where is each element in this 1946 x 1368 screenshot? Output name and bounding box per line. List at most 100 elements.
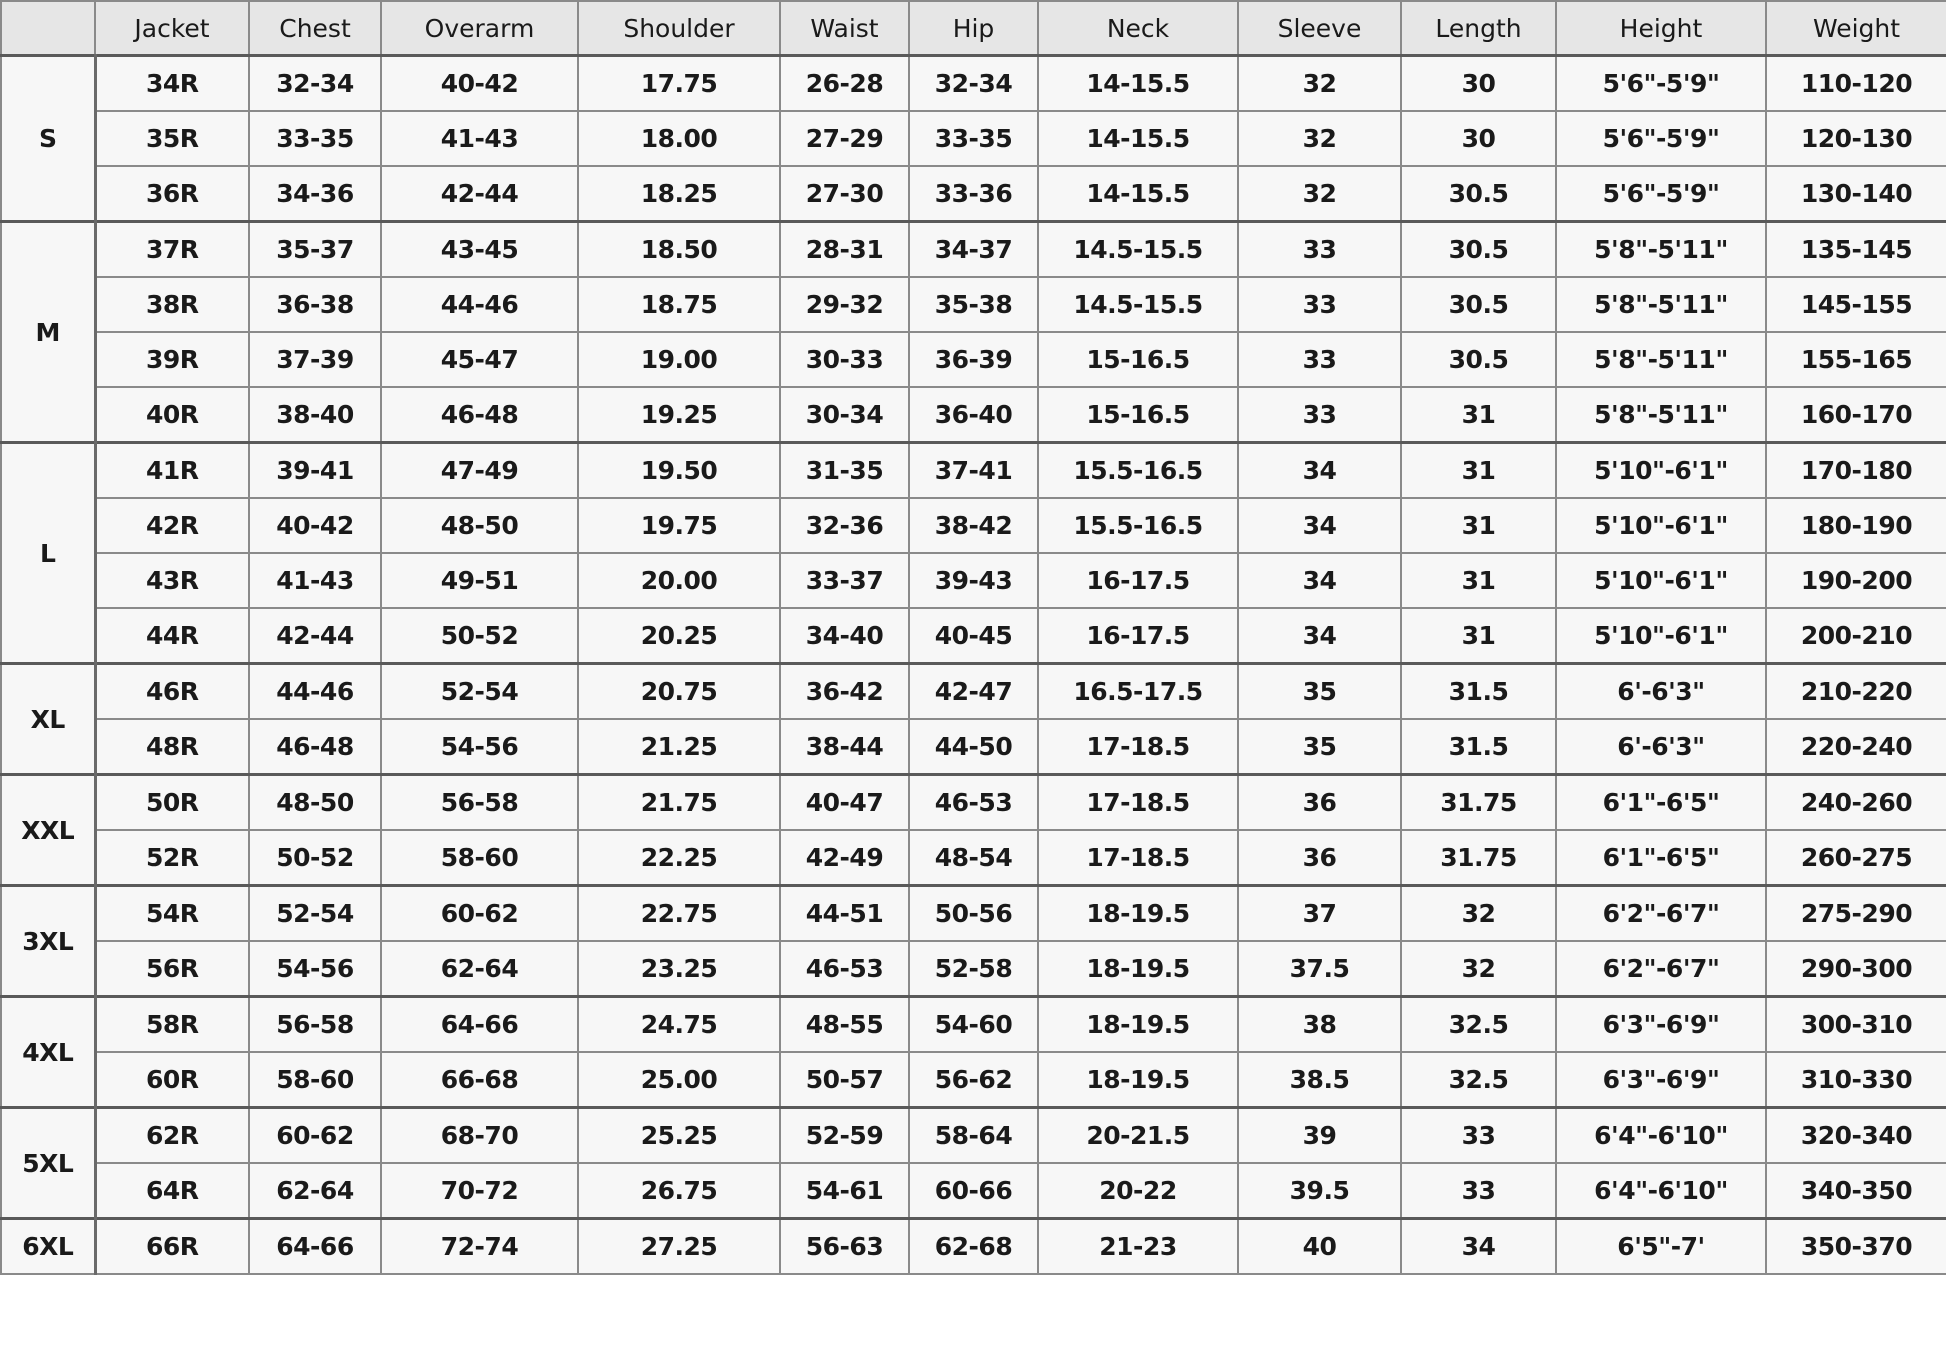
column-header: Sleeve bbox=[1237, 0, 1402, 57]
table-cell: 5'6"-5'9" bbox=[1555, 165, 1767, 223]
table-cell: 30.5 bbox=[1400, 220, 1557, 278]
table-cell: 60R bbox=[94, 1051, 250, 1109]
table-cell: 310-330 bbox=[1765, 1051, 1946, 1109]
size-label: M bbox=[0, 220, 97, 444]
table-cell: 6'3"-6'9" bbox=[1555, 995, 1767, 1053]
table-cell: 33-35 bbox=[248, 110, 382, 167]
table-cell: 21-23 bbox=[1037, 1217, 1239, 1275]
table-cell: 16-17.5 bbox=[1037, 607, 1239, 665]
table-cell: 190-200 bbox=[1765, 552, 1946, 609]
table-cell: 31 bbox=[1400, 552, 1557, 609]
table-cell: 60-62 bbox=[248, 1106, 382, 1164]
table-cell: 40 bbox=[1237, 1217, 1402, 1275]
table-cell: 210-220 bbox=[1765, 662, 1946, 720]
table-cell: 32 bbox=[1400, 940, 1557, 998]
size-label: 5XL bbox=[0, 1106, 97, 1220]
table-cell: 15.5-16.5 bbox=[1037, 441, 1239, 499]
table-cell: 200-210 bbox=[1765, 607, 1946, 665]
table-cell: 32 bbox=[1400, 884, 1557, 942]
table-cell: 27-29 bbox=[779, 110, 910, 167]
table-cell: 350-370 bbox=[1765, 1217, 1946, 1275]
table-cell: 30-34 bbox=[779, 386, 910, 444]
table-cell: 35-37 bbox=[248, 220, 382, 278]
table-cell: 40R bbox=[94, 386, 250, 444]
table-cell: 20-21.5 bbox=[1037, 1106, 1239, 1164]
table-cell: 27-30 bbox=[779, 165, 910, 223]
table-cell: 17-18.5 bbox=[1037, 773, 1239, 831]
table-cell: 35 bbox=[1237, 718, 1402, 776]
table-cell: 33-37 bbox=[779, 552, 910, 609]
table-cell: 31.75 bbox=[1400, 773, 1557, 831]
column-header: Overarm bbox=[380, 0, 579, 57]
table-row: XXL 50R 48-50 56-58 21.75 40-47 46-53 17-18.5 36… bbox=[0, 773, 1946, 887]
table-cell: 5'10"-6'1" bbox=[1555, 497, 1767, 554]
table-cell: 72-74 bbox=[380, 1217, 579, 1275]
table-cell: 50R bbox=[94, 773, 250, 831]
table-cell: 26.75 bbox=[577, 1162, 781, 1220]
table-cell: 40-42 bbox=[248, 497, 382, 554]
table-cell: 320-340 bbox=[1765, 1106, 1946, 1164]
table-cell: 35 bbox=[1237, 662, 1402, 720]
table-cell: 43-45 bbox=[380, 220, 579, 278]
table-cell: 33-35 bbox=[908, 110, 1039, 167]
table-cell: 68-70 bbox=[380, 1106, 579, 1164]
table-cell: 58R bbox=[94, 995, 250, 1053]
table-cell: 14-15.5 bbox=[1037, 165, 1239, 223]
table-row: 6XL 66R 64-66 72-74 27.25 56-63 62-68 21-23 40 34… bbox=[0, 1217, 1946, 1275]
table-cell: 38-42 bbox=[908, 497, 1039, 554]
table-cell: 64R bbox=[94, 1162, 250, 1220]
table-cell: 275-290 bbox=[1765, 884, 1946, 942]
table-cell: 34 bbox=[1237, 552, 1402, 609]
table-cell: 33 bbox=[1237, 331, 1402, 388]
table-row: 39R 37-39 45-47 19.00 30-33 36-39 15-16.5 33 30.… bbox=[1, 331, 1946, 388]
table-row: 40R 38-40 46-48 19.25 30-34 36-40 15-16.5 33 31 5… bbox=[1, 386, 1946, 444]
table-cell: 45-47 bbox=[380, 331, 579, 388]
table-cell: 46R bbox=[94, 662, 250, 720]
table-cell: 70-72 bbox=[380, 1162, 579, 1220]
table-cell: 32-34 bbox=[908, 54, 1039, 112]
column-header: Jacket bbox=[94, 0, 250, 57]
table-cell: 240-260 bbox=[1765, 773, 1946, 831]
table-cell: 38 bbox=[1237, 995, 1402, 1053]
table-cell: 48-50 bbox=[380, 497, 579, 554]
table-cell: 32-36 bbox=[779, 497, 910, 554]
table-cell: 46-48 bbox=[248, 718, 382, 776]
table-cell: 5'10"-6'1" bbox=[1555, 552, 1767, 609]
table-cell: 180-190 bbox=[1765, 497, 1946, 554]
table-cell: 31.5 bbox=[1400, 718, 1557, 776]
table-cell: 25.25 bbox=[577, 1106, 781, 1164]
table-cell: 49-51 bbox=[380, 552, 579, 609]
table-cell: 5'8"-5'11" bbox=[1555, 276, 1767, 333]
table-cell: 48-54 bbox=[908, 829, 1039, 887]
table-cell: 31 bbox=[1400, 497, 1557, 554]
table-row: 52R 50-52 58-60 22.25 42-49 48-54 17-18.5 36 31.… bbox=[1, 829, 1946, 887]
table-cell: 56-58 bbox=[380, 773, 579, 831]
table-cell: 34 bbox=[1237, 497, 1402, 554]
table-cell: 54-56 bbox=[380, 718, 579, 776]
size-label: 4XL bbox=[0, 995, 97, 1109]
table-cell: 20.25 bbox=[577, 607, 781, 665]
table-cell: 62-68 bbox=[908, 1217, 1039, 1275]
table-cell: 39 bbox=[1237, 1106, 1402, 1164]
table-cell: 32 bbox=[1237, 54, 1402, 112]
table-cell: 6'2"-6'7" bbox=[1555, 884, 1767, 942]
table-cell: 36-40 bbox=[908, 386, 1039, 444]
header-row: Jacket Chest Overarm Shoulder Waist Hip Neck Sl… bbox=[0, 0, 1946, 57]
table-row: 35R 33-35 41-43 18.00 27-29 33-35 14-15.5 32 30 5… bbox=[1, 110, 1946, 167]
table-cell: 220-240 bbox=[1765, 718, 1946, 776]
table-cell: 18-19.5 bbox=[1037, 1051, 1239, 1109]
table-cell: 37-41 bbox=[908, 441, 1039, 499]
table-row: XL 46R 44-46 52-54 20.75 36-42 42-47 16.5-17.5 3… bbox=[0, 662, 1946, 776]
size-label: XL bbox=[0, 662, 97, 776]
table-cell: 58-64 bbox=[908, 1106, 1039, 1164]
table-cell: 41R bbox=[94, 441, 250, 499]
table-cell: 25.00 bbox=[577, 1051, 781, 1109]
table-cell: 34-37 bbox=[908, 220, 1039, 278]
table-cell: 38.5 bbox=[1237, 1051, 1402, 1109]
table-cell: 34-40 bbox=[779, 607, 910, 665]
table-cell: 48-50 bbox=[248, 773, 382, 831]
table-cell: 36 bbox=[1237, 829, 1402, 887]
column-header: Shoulder bbox=[577, 0, 781, 57]
table-cell: 32-34 bbox=[248, 54, 382, 112]
